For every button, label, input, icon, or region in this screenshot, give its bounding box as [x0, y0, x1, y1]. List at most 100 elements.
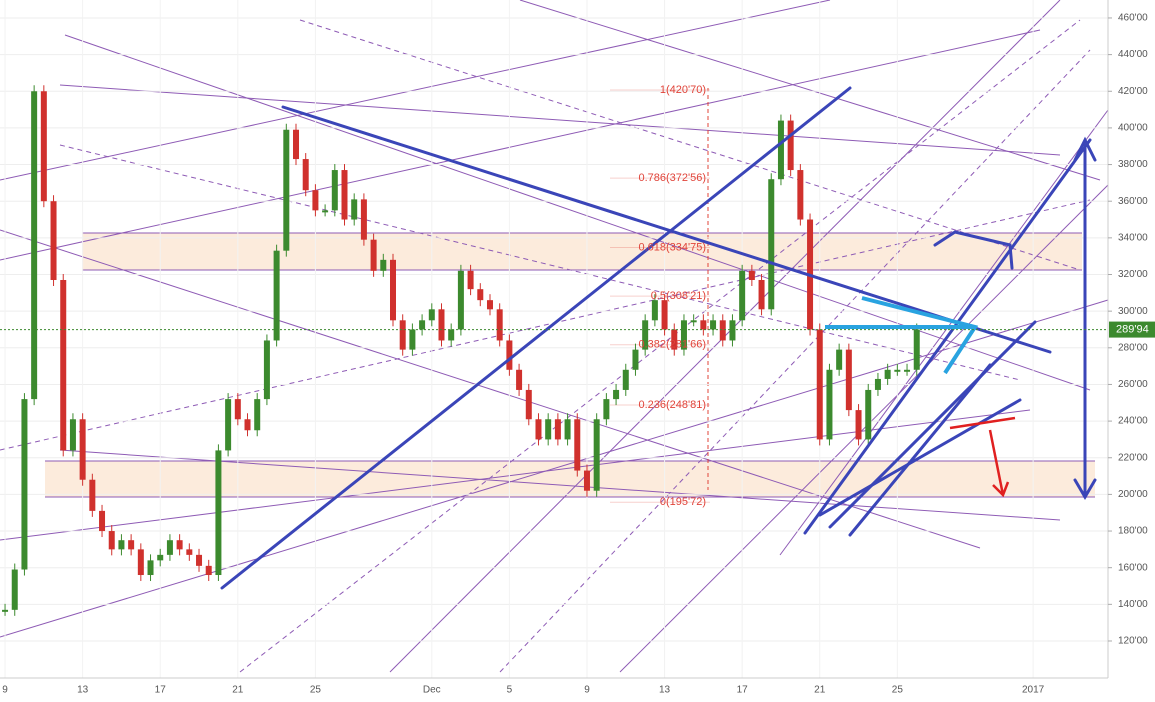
y-tick-label: 340'00 [1118, 232, 1148, 243]
candle [787, 120, 794, 171]
candle [263, 340, 270, 400]
candle [457, 270, 464, 330]
candle [428, 309, 435, 321]
candle [700, 320, 707, 330]
candle [302, 159, 309, 191]
candle [419, 320, 426, 330]
fib-label: 0.618(334'75) [638, 241, 706, 253]
candle [904, 369, 911, 372]
candle [409, 329, 416, 350]
candle [865, 389, 872, 440]
fib-label: 0.382(281'66) [638, 339, 706, 351]
candle [622, 369, 629, 390]
y-tick-label: 140'00 [1118, 599, 1148, 610]
candle [777, 120, 784, 180]
candle [341, 170, 348, 220]
candle [31, 91, 38, 400]
candle [894, 369, 901, 372]
candle [467, 270, 474, 290]
candle [651, 300, 658, 321]
candle [128, 540, 135, 550]
candle [593, 419, 600, 491]
x-tick-label: 9 [2, 685, 8, 696]
candle [40, 91, 47, 202]
y-tick-label: 380'00 [1118, 159, 1148, 170]
fib-label: 0(195'72) [660, 496, 706, 508]
candle [438, 309, 445, 341]
triangle [825, 296, 979, 375]
fib-label: 0.236(248'81) [638, 399, 706, 411]
candle [99, 510, 106, 532]
x-tick-label: 25 [892, 685, 904, 696]
candle [69, 419, 76, 451]
candle [797, 170, 804, 220]
candle [855, 410, 862, 440]
x-tick-label: Dec [423, 685, 441, 696]
x-tick-label: 9 [584, 685, 590, 696]
candle [234, 399, 241, 420]
candle [574, 419, 581, 471]
candle [283, 129, 290, 251]
last-price-label: 289'94 [1116, 323, 1149, 335]
y-tick-label: 160'00 [1118, 562, 1148, 573]
x-tick-label: 17 [155, 685, 167, 696]
y-tick-label: 180'00 [1118, 526, 1148, 537]
candle [50, 201, 57, 280]
candle [215, 450, 222, 576]
candle [739, 270, 746, 321]
candle [118, 540, 125, 550]
candle [254, 399, 261, 431]
candle [137, 549, 144, 576]
candle [157, 554, 164, 561]
candle [632, 349, 639, 370]
candle [399, 320, 406, 350]
candle [486, 300, 493, 310]
candle [351, 199, 358, 220]
candle [360, 199, 367, 240]
x-tick-label: 21 [814, 685, 826, 696]
candle [205, 565, 212, 576]
candle [525, 389, 532, 420]
candle [380, 259, 387, 271]
y-tick-label: 360'00 [1118, 196, 1148, 207]
candle [913, 329, 920, 370]
candle [21, 399, 28, 570]
y-tick-label: 300'00 [1118, 306, 1148, 317]
fib-label: 1(420'70) [660, 84, 706, 96]
y-tick-label: 420'00 [1118, 86, 1148, 97]
candle [79, 419, 86, 480]
plot-area [0, 0, 1108, 678]
candle [535, 419, 542, 440]
y-tick-label: 120'00 [1118, 636, 1148, 647]
candle [554, 419, 561, 440]
candle [186, 549, 193, 555]
candle [583, 470, 590, 491]
candle [748, 270, 755, 280]
candle [147, 560, 154, 576]
y-tick-label: 460'00 [1118, 13, 1148, 24]
drawings [220, 86, 1097, 590]
y-tick-label: 280'00 [1118, 342, 1148, 353]
candle [680, 320, 687, 350]
candle [642, 320, 649, 350]
x-tick-label: 13 [77, 685, 89, 696]
candle [719, 320, 726, 341]
candle [826, 369, 833, 440]
candle [613, 389, 620, 400]
x-tick-label: 21 [232, 685, 244, 696]
candle [884, 369, 891, 379]
candle [370, 239, 377, 271]
candle [874, 378, 881, 390]
candle [176, 540, 183, 550]
y-tick-label: 320'00 [1118, 269, 1148, 280]
candle [60, 279, 67, 451]
candle [603, 399, 610, 420]
channel-lines [0, 19, 1091, 673]
candle [506, 340, 513, 370]
candle [496, 309, 503, 341]
candle [108, 531, 115, 550]
candle [564, 419, 571, 440]
x-tick-label: 25 [310, 685, 322, 696]
resistance-zone [82, 233, 1082, 270]
candle [2, 609, 9, 612]
